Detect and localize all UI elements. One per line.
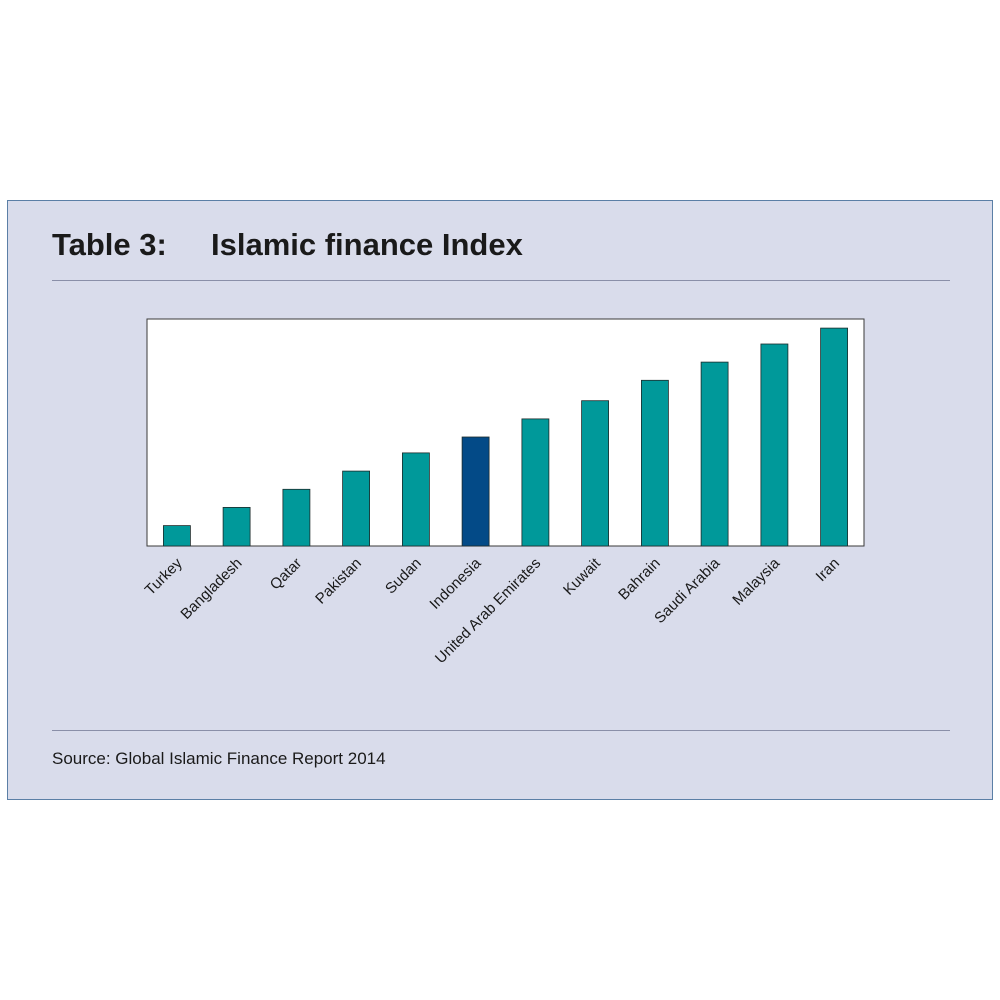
x-tick-label: Kuwait [560, 554, 604, 598]
x-tick-label: Indonesia [426, 554, 484, 612]
x-tick-label: Pakistan [312, 555, 365, 608]
bar-bangladesh [222, 506, 251, 547]
x-tick-label: Bangladesh [177, 555, 245, 623]
bar-saudi-arabia [700, 361, 729, 547]
x-tick-label: Sudan [382, 555, 425, 598]
bar-turkey [162, 525, 191, 547]
bar-qatar [282, 488, 311, 547]
x-tick-label: Malaysia [729, 554, 783, 608]
plot-area [146, 318, 865, 547]
bar-bahrain [641, 379, 669, 547]
bar-malaysia [760, 343, 789, 547]
chart-title: Islamic finance Index [211, 227, 523, 262]
x-tick-label: Qatar [267, 555, 306, 594]
title-divider [52, 280, 950, 281]
x-tick-label: United Arab Emirates [432, 555, 544, 667]
bar-indonesia [461, 436, 490, 547]
bar-kuwait [581, 400, 609, 547]
source-divider [52, 730, 950, 731]
page-title: Table 3: Islamic finance Index [52, 227, 523, 263]
source-note: Source: Global Islamic Finance Report 20… [52, 749, 386, 768]
bar-pakistan [342, 470, 371, 547]
x-tick-label: Bahrain [615, 555, 664, 604]
bar-sudan [401, 452, 430, 547]
x-tick-label: Iran [813, 555, 843, 585]
x-tick-label: Turkey [142, 554, 186, 598]
chart-panel: Table 3: Islamic finance Index Turkey Bang… [7, 200, 993, 800]
bar-iran [820, 327, 848, 547]
table-number: Table 3: [52, 227, 167, 262]
bar-united-arab-emirates [521, 418, 550, 547]
